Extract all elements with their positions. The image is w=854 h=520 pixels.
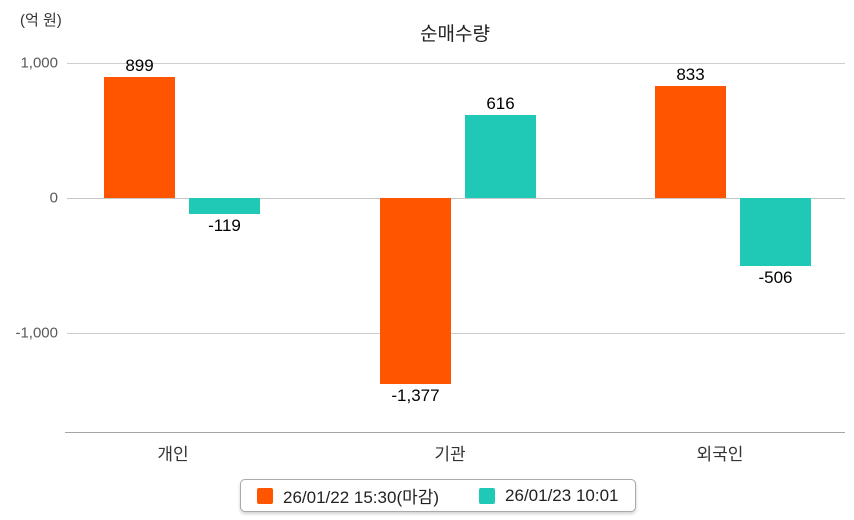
y-axis-unit-label: (억 원) bbox=[20, 12, 62, 29]
bar-series2-cat3 bbox=[740, 198, 811, 267]
bar-value-label: 899 bbox=[125, 55, 154, 75]
x-category-label: 개인 bbox=[157, 445, 189, 464]
bar-value-label: -506 bbox=[758, 268, 793, 288]
legend-item: 26/01/23 10:01 bbox=[479, 485, 619, 506]
gridline bbox=[67, 63, 845, 64]
x-category-label: 기관 bbox=[434, 445, 466, 464]
bar-value-label: 833 bbox=[676, 64, 705, 84]
legend-item: 26/01/22 15:30(마감) bbox=[257, 483, 439, 508]
bar-series1-cat1 bbox=[104, 76, 175, 198]
legend: 26/01/22 15:30(마감) 26/01/23 10:01 bbox=[240, 479, 636, 512]
x-category-label: 외국인 bbox=[696, 445, 744, 464]
gridline bbox=[67, 198, 845, 199]
bar-series2-cat2 bbox=[465, 114, 536, 198]
y-tick-label: 0 bbox=[49, 189, 58, 207]
bar-series1-cat2 bbox=[380, 198, 451, 384]
legend-label: 26/01/23 10:01 bbox=[505, 485, 619, 505]
gridline bbox=[67, 333, 845, 334]
legend-swatch-icon bbox=[479, 487, 496, 504]
bar-value-label: 616 bbox=[486, 93, 515, 113]
y-tick-label: -1,000 bbox=[15, 324, 58, 342]
bar-value-label: -1,377 bbox=[391, 385, 440, 405]
x-axis-line bbox=[65, 432, 845, 433]
legend-label: 26/01/22 15:30(마감) bbox=[283, 488, 440, 507]
bar-series2-cat1 bbox=[189, 198, 260, 215]
bar-series1-cat3 bbox=[655, 85, 726, 198]
chart-title: 순매수량 bbox=[420, 24, 490, 45]
y-tick-label: 1,000 bbox=[20, 54, 58, 72]
legend-swatch-icon bbox=[257, 487, 273, 504]
bar-value-label: -119 bbox=[208, 216, 241, 236]
